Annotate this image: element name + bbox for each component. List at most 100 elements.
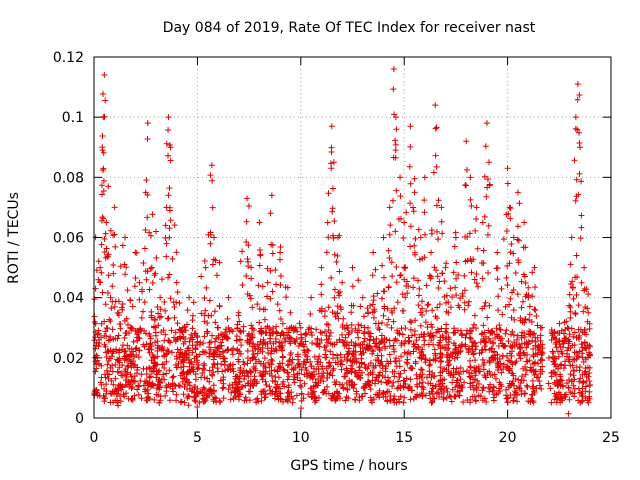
data-point [447,394,454,401]
data-point [523,367,530,374]
data-point [245,388,252,395]
data-point [537,332,544,339]
data-point [244,355,251,362]
data-point [472,227,479,234]
data-point [419,346,426,353]
data-point [123,390,130,397]
data-point [336,292,343,299]
data-point [114,357,121,364]
data-point [521,319,528,326]
data-point [521,273,528,280]
data-point [465,298,472,305]
data-point [208,339,215,346]
data-point [565,376,572,383]
data-point [566,354,573,361]
data-point [319,363,326,370]
data-point [440,383,447,390]
data-point [342,334,349,341]
data-point [480,322,487,329]
data-point [102,301,109,308]
data-point [430,341,437,348]
data-point [474,283,481,290]
data-point [285,361,292,368]
data-point [575,397,582,404]
data-point [429,332,436,339]
data-point [109,362,116,369]
data-point [462,258,469,265]
data-point [567,371,574,378]
data-point [100,165,107,172]
axis-ticks [93,56,612,419]
data-point [564,350,571,357]
data-point [312,379,319,386]
y-tick-label: 0.02 [53,351,84,367]
data-point [432,350,439,357]
data-point [161,352,168,359]
data-point [582,388,589,395]
data-point [277,249,284,256]
data-point [504,165,511,172]
data-point [479,275,486,282]
data-point [256,247,263,254]
data-point [101,398,108,405]
data-point [400,235,407,242]
data-point [570,372,577,379]
data-point [567,304,574,311]
data-point [177,399,184,406]
data-point [437,337,444,344]
data-point [585,291,592,298]
data-point [307,310,314,317]
data-point [173,279,180,286]
data-point [584,397,591,404]
data-point [489,372,496,379]
data-point [357,341,364,348]
data-point [262,378,269,385]
data-point [502,330,509,337]
data-point [391,373,398,380]
data-point [535,374,542,381]
data-point [209,332,216,339]
data-point [586,325,593,332]
data-point [110,381,117,388]
data-point [394,299,401,306]
data-point [410,204,417,211]
data-point [246,292,253,299]
data-point [392,358,399,365]
data-point [353,390,360,397]
data-point [437,385,444,392]
data-point [465,302,472,309]
data-point [338,331,345,338]
data-point [400,307,407,314]
data-point [446,361,453,368]
data-point [239,248,246,255]
data-point [498,383,505,390]
data-point [331,294,338,301]
data-point [397,370,404,377]
data-point [496,388,503,395]
data-point [189,325,196,332]
data-point [555,394,562,401]
data-point [573,292,580,299]
data-point [484,370,491,377]
data-point [512,270,519,277]
data-point [390,379,397,386]
data-point [375,378,382,385]
data-point [483,120,490,127]
data-point [233,337,240,344]
data-point [153,374,160,381]
data-point [235,309,242,316]
data-point [388,307,395,314]
data-point [565,340,572,347]
data-point [149,353,156,360]
data-point [94,392,101,399]
data-point [294,328,301,335]
data-point [185,356,192,363]
data-point [128,364,135,371]
data-point [578,341,585,348]
data-point [438,218,445,225]
data-point [180,363,187,370]
data-point [521,219,528,226]
data-point [332,397,339,404]
data-point [135,382,142,389]
data-point [312,382,319,389]
